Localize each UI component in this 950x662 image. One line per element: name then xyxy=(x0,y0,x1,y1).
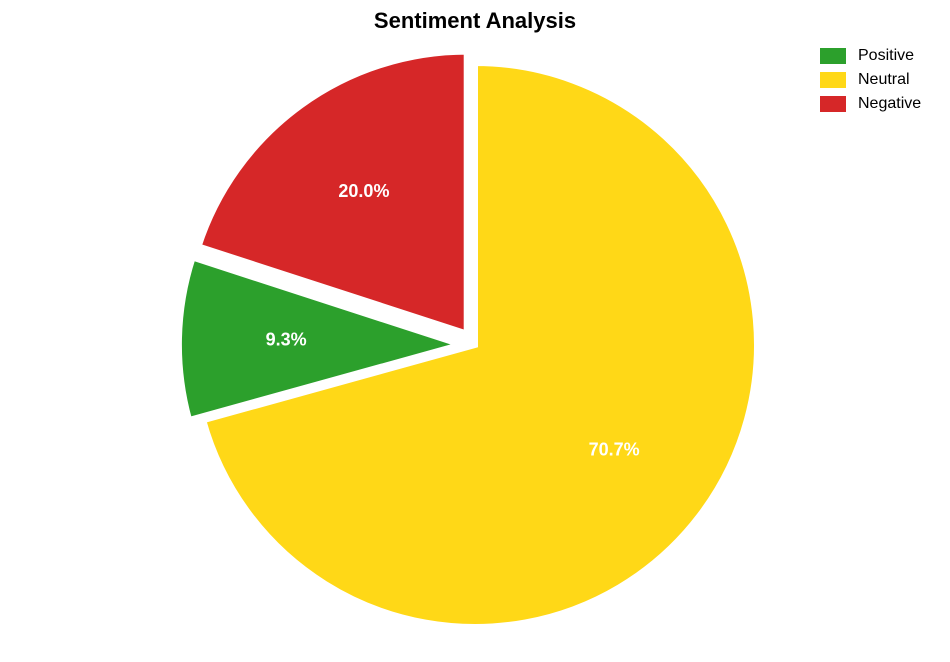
legend-item-positive: Positive xyxy=(820,47,921,65)
legend-swatch-negative xyxy=(820,96,846,112)
legend-label-negative: Negative xyxy=(858,95,921,113)
pie-label-negative: 20.0% xyxy=(338,181,389,201)
pie-label-positive: 9.3% xyxy=(266,330,307,350)
legend-label-positive: Positive xyxy=(858,47,914,65)
legend-item-negative: Negative xyxy=(820,95,921,113)
legend-label-neutral: Neutral xyxy=(858,71,910,89)
pie-chart: 20.0% 9.3% 70.7% xyxy=(0,0,950,662)
pie-label-neutral: 70.7% xyxy=(589,440,640,460)
chart-stage: Sentiment Analysis 20.0%9.3%70.7% Positi… xyxy=(0,0,950,662)
legend-item-neutral: Neutral xyxy=(820,71,921,89)
legend-swatch-neutral xyxy=(820,72,846,88)
legend: Positive Neutral Negative xyxy=(820,47,921,119)
legend-swatch-positive xyxy=(820,48,846,64)
